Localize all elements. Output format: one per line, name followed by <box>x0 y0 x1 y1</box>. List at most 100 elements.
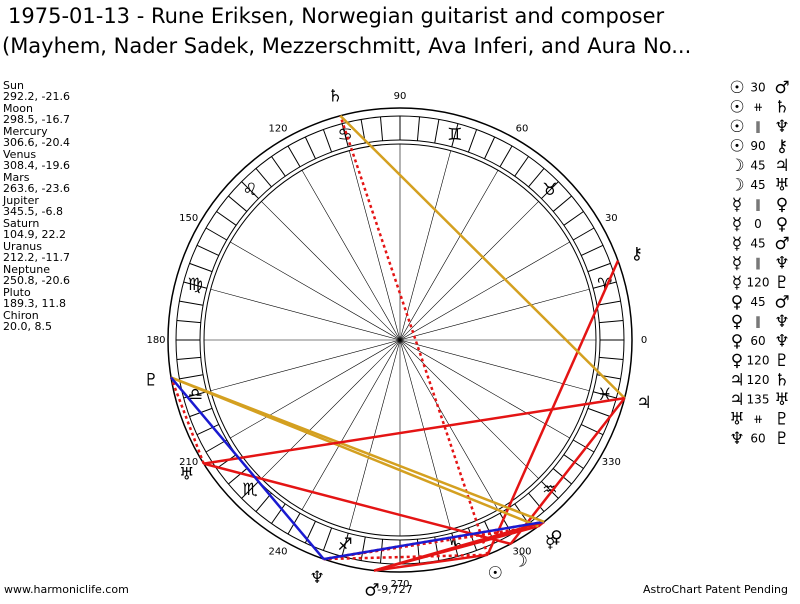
planet-glyph: ☉ <box>488 563 503 583</box>
ring-tick <box>205 439 228 453</box>
sign-glyph: ♋ <box>338 125 353 145</box>
aspect-planet: ♆ <box>729 429 744 449</box>
ring-tick <box>514 156 529 177</box>
aspect-planet: ♃ <box>729 371 744 391</box>
ring-tick <box>179 300 204 306</box>
planet-coords: 250.8, -20.6 <box>3 274 70 287</box>
aspect-line <box>170 376 325 560</box>
aspect-planet: ♃ <box>729 390 744 410</box>
sign-glyph: ♊ <box>447 125 462 145</box>
aspect-planet: ☿ <box>732 234 742 254</box>
sign-glyph: ♐ <box>338 535 353 555</box>
degree-label: 330 <box>602 457 621 468</box>
ring-tick <box>255 492 272 512</box>
planet-name: Jupiter <box>2 194 39 207</box>
ring-tick <box>255 168 272 188</box>
aspect-planet: ♀ <box>731 293 743 313</box>
aspect-line <box>373 520 545 572</box>
ring-tick <box>451 123 459 147</box>
ring-tick <box>596 300 621 306</box>
ring-tick <box>322 527 333 551</box>
aspect-planet: ♇ <box>774 410 789 430</box>
ring-tick <box>416 116 421 141</box>
aspect-type: 120 <box>747 354 770 368</box>
subtitle: (Mayhem, Nader Sadek, Mezzerschmitt, Ava… <box>2 34 691 58</box>
planet-glyph: ♅ <box>179 464 194 484</box>
planet-name: Uranus <box>3 240 42 253</box>
degree-label: 180 <box>146 335 165 346</box>
aspect-planet: ☽ <box>729 156 744 176</box>
ring-tick <box>593 391 617 399</box>
planet-name: Mercury <box>3 125 48 138</box>
ring-tick <box>341 533 349 557</box>
ring-tick <box>205 227 228 241</box>
planet-coords: 308.4, -19.6 <box>3 159 70 172</box>
ring-tick <box>467 129 478 153</box>
aspect-planet: ♆ <box>774 117 789 137</box>
ring-tick <box>360 536 366 561</box>
aspect-type: ⧺ <box>753 412 763 426</box>
ring-tick <box>541 181 559 199</box>
aspect-type: 60 <box>750 334 765 348</box>
aspect-line <box>203 396 625 465</box>
aspect-planet: ♂ <box>774 78 789 98</box>
ring-tick <box>287 145 301 168</box>
aspect-type: 45 <box>750 178 765 192</box>
aspect-planet: ♂ <box>774 234 789 254</box>
ring-tick <box>593 281 617 289</box>
aspect-planet: ♇ <box>774 429 789 449</box>
planet-glyph: ♆ <box>310 568 325 588</box>
aspect-type: 120 <box>747 373 770 387</box>
degree-label: 210 <box>179 457 198 468</box>
degree-label: 270 <box>390 579 409 590</box>
ring-tick <box>599 356 624 361</box>
aspect-type: 45 <box>750 295 765 309</box>
aspect-line <box>170 376 545 523</box>
ring-tick <box>467 527 478 551</box>
aspect-planet: ♀ <box>731 312 743 332</box>
planet-glyph: ⚷ <box>631 244 643 264</box>
degree-label: 150 <box>179 213 198 224</box>
ring-tick <box>552 195 572 212</box>
ring-tick <box>379 116 384 141</box>
aspect-planet: ☿ <box>732 273 742 293</box>
aspect-planet: ♅ <box>774 176 789 196</box>
planet-glyph: ☿ <box>545 532 555 552</box>
aspect-planet: ☿ <box>732 195 742 215</box>
aspect-type: ⧺ <box>753 100 763 114</box>
planet-name: Pluto <box>3 286 31 299</box>
sign-glyph: ♍ <box>188 275 203 295</box>
ring-tick <box>587 407 611 418</box>
ring-tick <box>179 374 204 380</box>
aspect-planet: ♀ <box>731 332 743 352</box>
planet-name: Chiron <box>3 309 39 322</box>
aspect-type: 45 <box>750 159 765 173</box>
aspect-planet: ♀ <box>776 215 788 235</box>
aspect-planet: ⚷ <box>776 137 788 157</box>
aspect-planet: ♆ <box>774 254 789 274</box>
ring-tick <box>216 454 237 469</box>
aspect-type: ∥ <box>755 315 761 329</box>
aspect-planet: ♄ <box>774 98 789 118</box>
ring-tick <box>196 424 219 436</box>
planet-coords: 263.6, -23.6 <box>3 182 70 195</box>
planet-name: Saturn <box>3 217 39 230</box>
planet-name: Moon <box>3 102 33 115</box>
ring-tick <box>228 468 248 485</box>
ring-tick <box>587 262 611 273</box>
aspect-planet: ☉ <box>729 117 744 137</box>
planet-glyph: ♄ <box>328 86 343 106</box>
aspect-planet: ☿ <box>732 215 742 235</box>
spoke <box>210 288 590 392</box>
aspect-type: 135 <box>747 393 770 407</box>
ring-tick <box>241 181 259 199</box>
ring-tick <box>271 503 286 524</box>
aspect-planet: ♀ <box>731 351 743 371</box>
ring-tick <box>304 136 316 159</box>
aspect-type: 45 <box>750 237 765 251</box>
aspect-type: 120 <box>747 276 770 290</box>
planet-coords: 345.5, -6.8 <box>3 205 63 218</box>
ring-tick <box>196 244 219 256</box>
aspect-type: 0 <box>754 217 762 231</box>
